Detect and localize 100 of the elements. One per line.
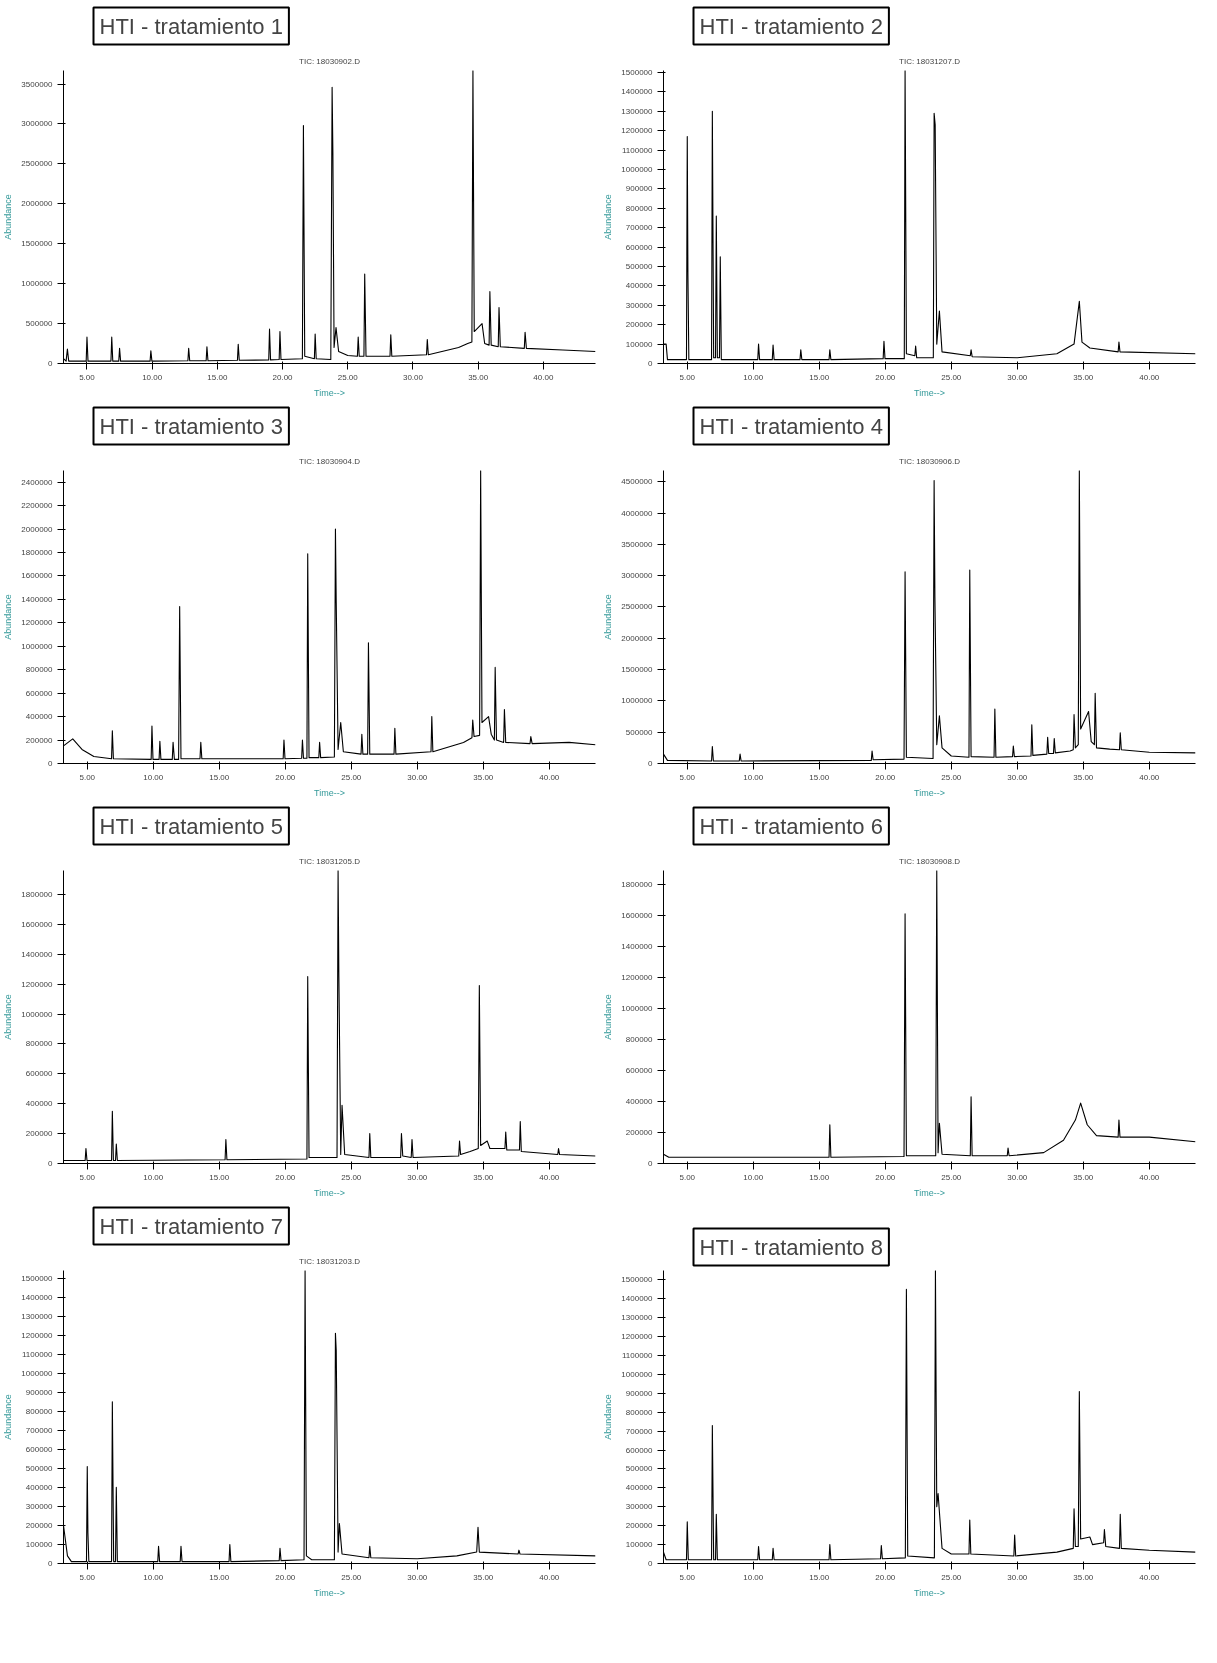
y-tick-label: 3500000 bbox=[621, 539, 654, 549]
x-tick-label: 10.00 bbox=[142, 372, 163, 382]
y-tick-label: 100000 bbox=[625, 339, 654, 349]
y-tick-label: 0 bbox=[48, 1159, 54, 1168]
x-tick-label: 10.00 bbox=[743, 1172, 764, 1182]
chart-title: HTI - tratamiento 2 bbox=[699, 13, 883, 39]
y-tick-label: 2200000 bbox=[21, 501, 54, 511]
y-tick-label: 1000000 bbox=[621, 696, 654, 706]
x-tick-label: 15.00 bbox=[809, 372, 830, 382]
x-tick-label: 35.00 bbox=[473, 1572, 494, 1582]
x-tick-label: 15.00 bbox=[809, 1572, 830, 1582]
y-axis-title: Abundance bbox=[3, 594, 14, 640]
y-tick-label: 1500000 bbox=[621, 1275, 654, 1285]
x-tick-label: 15.00 bbox=[209, 772, 230, 782]
y-tick-label: 1300000 bbox=[621, 1313, 654, 1323]
y-tick-label: 400000 bbox=[25, 1099, 54, 1109]
y-tick-label: 200000 bbox=[625, 1521, 654, 1531]
y-tick-label: 100000 bbox=[625, 1540, 654, 1550]
y-tick-label: 1600000 bbox=[21, 919, 54, 929]
x-tick-label: 30.00 bbox=[407, 1172, 428, 1182]
y-tick-label: 1100000 bbox=[621, 145, 654, 155]
x-tick-label: 25.00 bbox=[941, 1172, 962, 1182]
y-tick-label: 1000000 bbox=[21, 641, 54, 651]
y-tick-label: 1400000 bbox=[621, 87, 654, 97]
x-tick-label: 40.00 bbox=[539, 1572, 560, 1582]
x-tick-label: 20.00 bbox=[875, 772, 896, 782]
x-tick-label: 25.00 bbox=[341, 772, 362, 782]
x-tick-label: 40.00 bbox=[1139, 1572, 1160, 1582]
x-tick-label: 15.00 bbox=[209, 1172, 230, 1182]
x-tick-label: 15.00 bbox=[809, 1172, 830, 1182]
x-tick-label: 10.00 bbox=[143, 1172, 164, 1182]
y-tick-label: 800000 bbox=[25, 665, 54, 675]
y-tick-label: 2400000 bbox=[21, 477, 54, 487]
chart-subtitle: TIC: 18030908.D bbox=[899, 856, 961, 866]
y-tick-label: 200000 bbox=[25, 1520, 54, 1530]
y-tick-label: 900000 bbox=[625, 1388, 654, 1398]
y-tick-label: 2000000 bbox=[621, 633, 654, 643]
y-tick-label: 1200000 bbox=[21, 979, 54, 989]
x-tick-label: 10.00 bbox=[743, 772, 764, 782]
chart-subtitle: TIC: 18031203.D bbox=[299, 1256, 361, 1266]
y-tick-label: 100000 bbox=[25, 1539, 54, 1549]
y-axis-title: Abundance bbox=[603, 1394, 614, 1440]
y-tick-label: 700000 bbox=[625, 223, 654, 233]
x-tick-label: 25.00 bbox=[337, 372, 359, 382]
y-tick-label: 1800000 bbox=[621, 879, 654, 889]
y-tick-label: 200000 bbox=[625, 320, 654, 330]
y-tick-label: 500000 bbox=[625, 1464, 654, 1474]
x-tick-label: 5.00 bbox=[79, 772, 96, 782]
y-tick-label: 800000 bbox=[25, 1039, 54, 1049]
x-tick-label: 10.00 bbox=[743, 372, 764, 382]
x-tick-label: 40.00 bbox=[1139, 1172, 1160, 1182]
y-tick-label: 1400000 bbox=[21, 949, 54, 959]
x-tick-label: 5.00 bbox=[79, 1572, 96, 1582]
x-axis-title: Time--> bbox=[914, 1587, 945, 1598]
x-axis-title: Time--> bbox=[314, 1187, 345, 1198]
chart-subtitle: TIC: 18030906.D bbox=[899, 456, 961, 466]
y-tick-label: 1300000 bbox=[621, 106, 654, 116]
x-axis-title: Time--> bbox=[914, 1187, 945, 1198]
y-tick-label: 2000000 bbox=[21, 199, 54, 209]
chart-subtitle: TIC: 18030902.D bbox=[299, 56, 361, 66]
y-tick-label: 200000 bbox=[625, 1127, 654, 1137]
x-axis-title: Time--> bbox=[914, 387, 945, 398]
y-axis-title: Abundance bbox=[603, 194, 614, 240]
chart-title: HTI - tratamiento 3 bbox=[99, 413, 283, 439]
y-tick-label: 1000000 bbox=[621, 1003, 654, 1013]
x-tick-label: 20.00 bbox=[275, 1572, 296, 1582]
y-tick-label: 0 bbox=[648, 359, 654, 368]
y-tick-label: 900000 bbox=[625, 184, 654, 194]
x-tick-label: 20.00 bbox=[275, 1172, 296, 1182]
x-tick-label: 35.00 bbox=[1073, 1172, 1094, 1182]
y-tick-label: 1000000 bbox=[21, 279, 54, 289]
y-tick-label: 1000000 bbox=[621, 164, 654, 174]
chart-title: HTI - tratamiento 7 bbox=[99, 1213, 283, 1239]
x-tick-label: 40.00 bbox=[539, 772, 560, 782]
x-tick-label: 5.00 bbox=[79, 372, 96, 382]
y-tick-label: 500000 bbox=[625, 727, 654, 737]
y-tick-label: 2500000 bbox=[621, 602, 654, 612]
y-tick-label: 1200000 bbox=[621, 972, 654, 982]
x-tick-label: 35.00 bbox=[473, 1172, 494, 1182]
chart-title: HTI - tratamiento 4 bbox=[699, 413, 883, 439]
x-tick-label: 25.00 bbox=[941, 372, 962, 382]
y-tick-label: 3000000 bbox=[21, 119, 54, 129]
y-tick-label: 1200000 bbox=[21, 1330, 54, 1340]
x-tick-label: 10.00 bbox=[143, 772, 164, 782]
y-tick-label: 400000 bbox=[25, 712, 54, 722]
y-tick-label: 1200000 bbox=[621, 1332, 654, 1342]
x-tick-label: 35.00 bbox=[468, 372, 489, 382]
x-tick-label: 5.00 bbox=[679, 1172, 696, 1182]
x-tick-label: 25.00 bbox=[341, 1572, 362, 1582]
x-tick-label: 20.00 bbox=[275, 772, 296, 782]
x-tick-label: 25.00 bbox=[341, 1172, 362, 1182]
chart-title: HTI - tratamiento 8 bbox=[699, 1234, 883, 1260]
y-axis-title: Abundance bbox=[603, 994, 614, 1040]
y-tick-label: 600000 bbox=[25, 688, 54, 698]
x-tick-label: 30.00 bbox=[1007, 1172, 1028, 1182]
chart-subtitle: TIC: 18030904.D bbox=[299, 456, 361, 466]
x-tick-label: 30.00 bbox=[402, 372, 424, 382]
x-tick-label: 40.00 bbox=[533, 372, 554, 382]
y-tick-label: 1100000 bbox=[621, 1351, 654, 1361]
y-tick-label: 0 bbox=[648, 759, 654, 768]
